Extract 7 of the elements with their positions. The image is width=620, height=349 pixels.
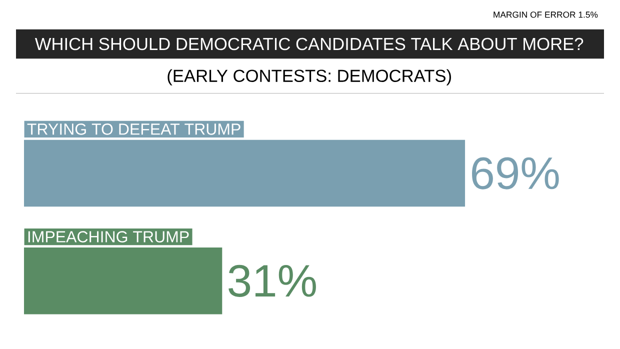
data-label: 69% [472, 157, 559, 190]
y-tick-label: IMPEACHING TRUMP [28, 230, 189, 242]
text: MARGIN OF ERROR 1.5% [494, 11, 598, 18]
data-label: 31% [228, 264, 316, 297]
chart-subtitle: (EARLY CONTESTS: DEMOCRATS) [168, 69, 451, 86]
chart-title: WHICH SHOULD DEMOCRATIC CANDIDATES TALK ABOUT MORE? [34, 38, 584, 50]
y-tick-label: TRYING TO DEFEAT TRUMP [27, 123, 240, 135]
